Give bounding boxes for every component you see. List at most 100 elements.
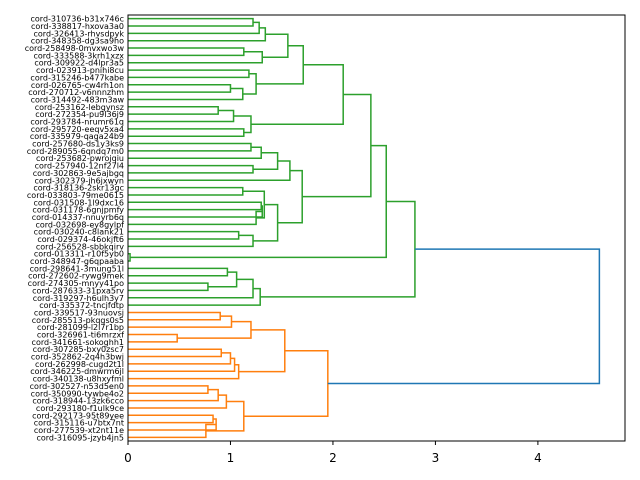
dendrogram-link <box>128 311 221 321</box>
dendrogram-link <box>128 146 262 159</box>
leaf-label: cord-318136-2skr13gc <box>33 184 124 193</box>
leaf-label: cord-293784-nrumr61q <box>30 118 124 127</box>
dendrogram-link <box>128 364 240 380</box>
leaf-label: cord-314492-483m3aw <box>31 95 125 104</box>
dendrogram-link <box>253 203 279 242</box>
x-axis-ticks: 0 1 2 3 4 <box>124 441 542 465</box>
dendrogram-link <box>277 169 303 224</box>
dendrogram-link <box>128 333 178 343</box>
dendrogram-link <box>128 205 263 218</box>
leaf-label: cord-348947-g6qpaaba <box>30 257 124 266</box>
leaf-label: cord-257940-12nf27l4 <box>35 162 124 171</box>
dendrogram-link <box>177 320 252 339</box>
leaf-label: cord-285513-pkqgs0s5 <box>32 316 124 325</box>
dendrogram-link <box>128 186 244 196</box>
dendrogram-link <box>128 47 245 57</box>
dendrogram-link <box>128 348 223 358</box>
leaf-label: cord-352862-2q4h3bwj <box>31 353 124 362</box>
dendrogram-link <box>128 160 291 182</box>
leaf-label: cord-315246-b477kabe <box>30 73 124 82</box>
dendrogram-link <box>128 282 209 292</box>
dendrogram-link <box>128 423 217 439</box>
leaf-label: cord-029374-46okjft6 <box>37 235 124 244</box>
leaf-label: cord-295720-eeqv5xa4 <box>31 125 124 134</box>
leaf-label: cord-340138-u8hxyfml <box>33 375 124 384</box>
dendrogram-link <box>128 414 214 424</box>
dendrogram-link <box>128 278 254 299</box>
leaf-label: cord-031508-1l9dxc16 <box>34 198 124 207</box>
dendrogram-link <box>262 33 289 58</box>
x-tick-label: 4 <box>534 451 542 465</box>
dendrogram-link <box>253 151 279 170</box>
leaf-label: cord-333588-3krh1xzx <box>33 51 124 60</box>
leaf-label: cord-302863-9e5ajbgq <box>33 169 124 178</box>
leaf-label: cord-258498-0mvxwo3w <box>25 44 125 53</box>
leaf-label: cord-270712-v6nnnzhm <box>28 88 124 97</box>
leaf-label: cord-316095-jzyb4jn5 <box>36 433 124 442</box>
leaf-label: cord-335979-qaga24b9 <box>30 132 124 141</box>
leaf-label: cord-335372-tncjfdtp <box>39 301 124 310</box>
leaf-label: cord-319297-h6ulh3y7 <box>33 294 124 303</box>
dendrogram-link <box>238 329 286 373</box>
dendrogram-link <box>128 17 254 27</box>
x-tick-label: 0 <box>124 451 132 465</box>
dendrogram-link <box>128 267 229 277</box>
leaf-label: cord-262998-cugd2t1l <box>35 360 124 369</box>
leaf-label: cord-030240-c8lank21 <box>34 228 124 237</box>
leaf-label: cord-287633-31pxa5rv <box>32 286 124 295</box>
dendrogram-link <box>128 109 235 123</box>
leaf-label: cord-326413-rhvsdpyk <box>34 29 125 38</box>
leaf-label: cord-341661-sokoghh1 <box>32 338 124 347</box>
leaf-label: cord-292173-95t89yee <box>32 411 124 420</box>
dendrogram-link <box>302 93 372 198</box>
dendrogram-link <box>128 84 232 93</box>
leaf-labels: cord-310736-b31x746ccord-338817-hxova3a0… <box>25 15 125 443</box>
dendrogram-link <box>128 315 233 328</box>
leaf-label: cord-302379-jh6jxwyn <box>34 176 124 185</box>
dendrogram-link <box>128 352 232 365</box>
leaf-label: cord-277539-xt2nt11e <box>34 426 124 435</box>
leaf-label: cord-310736-b31x746c <box>31 15 125 24</box>
dendrogram-link <box>260 200 416 298</box>
dendrogram-link <box>250 64 344 126</box>
leaf-label: cord-348358-dg3sa9ho <box>31 37 124 46</box>
leaf-label: cord-013311-r10f5yb0 <box>34 250 124 259</box>
leaf-label: cord-326961-ti6mrzxf <box>37 331 124 340</box>
leaf-label: cord-026765-cw4rh1on <box>31 81 124 90</box>
dendrogram-links <box>128 17 601 439</box>
leaf-label: cord-272602-rywg9mek <box>28 272 124 281</box>
dendrogram-link <box>128 27 267 42</box>
leaf-label: cord-033803-79me0615 <box>27 191 124 200</box>
dendrogram-link <box>128 234 254 248</box>
leaf-label: cord-281099-l2l7r1bp <box>37 323 124 332</box>
leaf-label: cord-253682-pwrojqiu <box>36 154 124 163</box>
dendrogram-link <box>256 45 304 85</box>
dendrogram-link <box>243 350 329 417</box>
dendrogram-link <box>128 394 228 409</box>
leaf-label: cord-031178-6gnjpmfy <box>32 206 124 215</box>
dendrogram-link <box>128 164 254 174</box>
dendrogram-link <box>128 388 219 402</box>
leaf-label: cord-256528-sbbkqirv <box>36 242 124 251</box>
dendrogram-link <box>205 400 245 432</box>
dendrogram-link <box>128 128 245 137</box>
leaf-label: cord-315116-u7btx7nt <box>34 419 124 428</box>
leaf-label: cord-338817-hxova3a0 <box>31 22 124 31</box>
leaf-label: cord-298641-3mung51l <box>30 264 124 273</box>
leaf-label: cord-318944-13zk6cco <box>32 397 124 406</box>
leaf-label: cord-350990-tywbe4o2 <box>31 389 124 398</box>
dendrogram-link <box>130 144 387 259</box>
dendrogram-link <box>207 271 238 288</box>
dendrogram-link <box>128 210 263 226</box>
leaf-label: cord-274305-mnyy41po <box>28 279 124 288</box>
leaf-label: cord-346225-dmwrm6jl <box>30 367 124 376</box>
dendrogram-link <box>128 106 219 115</box>
leaf-label: cord-032698-ey8gylpf <box>35 220 124 229</box>
dendrogram-link <box>233 115 252 134</box>
dendrogram-link <box>327 248 601 385</box>
dendrogram-link <box>128 230 240 240</box>
dendrogram-link <box>128 418 217 431</box>
x-tick-label: 2 <box>329 451 337 465</box>
dendrogram-link <box>128 69 250 79</box>
dendrogram-link <box>128 142 252 152</box>
